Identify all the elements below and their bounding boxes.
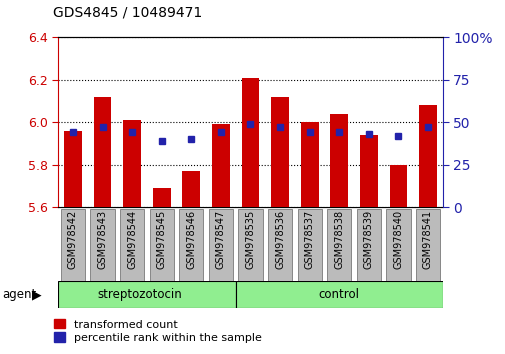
FancyBboxPatch shape <box>267 209 291 281</box>
Bar <box>359 135 377 207</box>
Text: GSM978539: GSM978539 <box>363 210 373 269</box>
Text: GSM978544: GSM978544 <box>127 210 137 269</box>
Bar <box>93 97 111 207</box>
Text: GSM978537: GSM978537 <box>304 210 314 269</box>
Text: GSM978546: GSM978546 <box>186 210 196 269</box>
FancyBboxPatch shape <box>58 281 235 308</box>
FancyBboxPatch shape <box>120 209 144 281</box>
Text: control: control <box>318 288 359 301</box>
Bar <box>64 131 82 207</box>
Text: ▶: ▶ <box>31 288 41 301</box>
Bar <box>212 124 229 207</box>
FancyBboxPatch shape <box>235 281 442 308</box>
Text: GDS4845 / 10489471: GDS4845 / 10489471 <box>53 5 202 19</box>
Text: GSM978536: GSM978536 <box>275 210 284 269</box>
Text: streptozotocin: streptozotocin <box>97 288 182 301</box>
Text: GSM978535: GSM978535 <box>245 210 255 269</box>
FancyBboxPatch shape <box>356 209 380 281</box>
Bar <box>300 122 318 207</box>
Bar <box>271 97 288 207</box>
Bar <box>241 78 259 207</box>
Text: GSM978540: GSM978540 <box>392 210 402 269</box>
FancyBboxPatch shape <box>297 209 321 281</box>
Bar <box>418 105 436 207</box>
FancyBboxPatch shape <box>61 209 85 281</box>
FancyBboxPatch shape <box>326 209 350 281</box>
FancyBboxPatch shape <box>415 209 439 281</box>
Text: GSM978542: GSM978542 <box>68 210 78 269</box>
FancyBboxPatch shape <box>385 209 410 281</box>
Text: GSM978543: GSM978543 <box>97 210 108 269</box>
Text: GSM978547: GSM978547 <box>216 210 225 269</box>
Text: GSM978541: GSM978541 <box>422 210 432 269</box>
Text: GSM978538: GSM978538 <box>334 210 343 269</box>
FancyBboxPatch shape <box>179 209 203 281</box>
FancyBboxPatch shape <box>149 209 174 281</box>
Text: GSM978545: GSM978545 <box>157 210 166 269</box>
Bar <box>389 165 407 207</box>
FancyBboxPatch shape <box>90 209 115 281</box>
Bar <box>123 120 141 207</box>
FancyBboxPatch shape <box>209 209 233 281</box>
Bar <box>182 171 200 207</box>
Legend: transformed count, percentile rank within the sample: transformed count, percentile rank withi… <box>54 319 261 343</box>
Bar <box>153 188 170 207</box>
FancyBboxPatch shape <box>238 209 262 281</box>
Text: agent: agent <box>3 288 37 301</box>
Bar <box>330 114 347 207</box>
